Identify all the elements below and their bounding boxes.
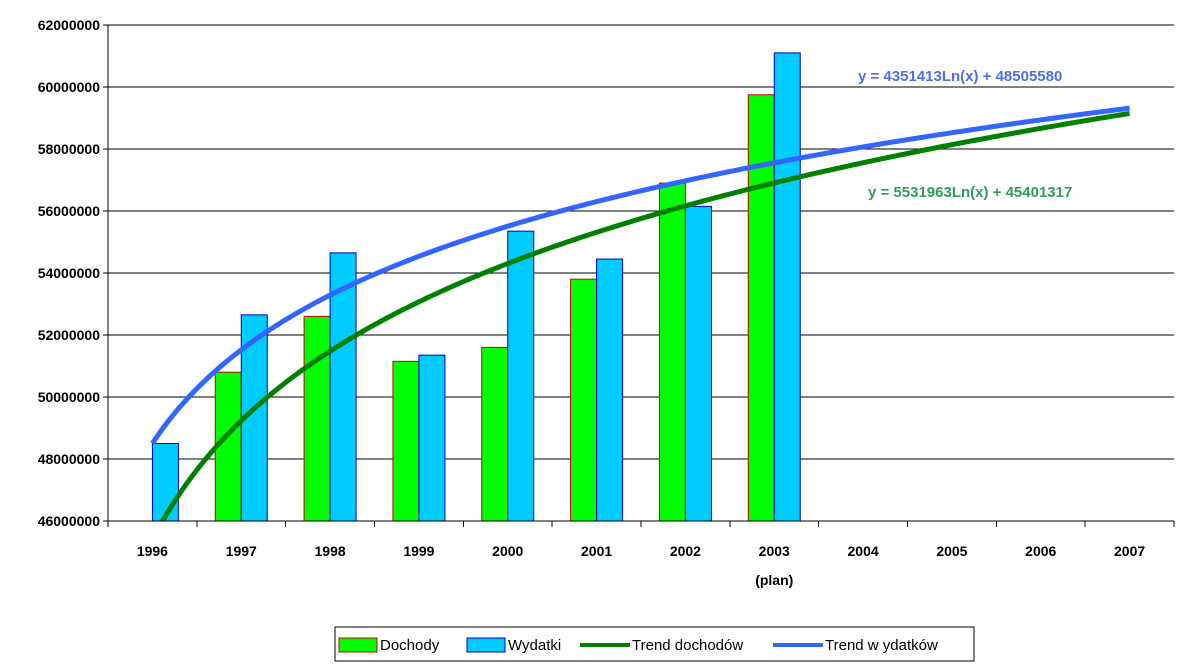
trend-equation-wydatki: y = 4351413Ln(x) + 48505580	[858, 68, 1062, 85]
x-tick-label: 2000	[492, 543, 523, 559]
bar-dochody-1999	[392, 360, 420, 522]
bar-wydatki-2000	[507, 230, 535, 522]
bar-wydatki-1999	[418, 354, 446, 522]
y-tick-label: 56000000	[38, 203, 101, 219]
bar-wydatki-2003	[773, 52, 801, 522]
y-tick-label: 48000000	[38, 451, 101, 467]
y-tick-label: 52000000	[38, 327, 101, 343]
x-tick-label: 1999	[403, 543, 434, 559]
bar-dochody-1998	[303, 315, 331, 522]
x-tick-label: 2006	[1025, 543, 1056, 559]
bars	[151, 52, 801, 522]
bar-wydatki-2001	[596, 258, 624, 522]
x-tick-label: 1998	[315, 543, 346, 559]
legend: Dochody Wydatki Trend dochodów Trend w y…	[334, 626, 975, 662]
legend-label-trend-wydatkow: Trend w ydatków	[825, 637, 938, 654]
x-tick-label: 2003	[759, 543, 790, 559]
legend-swatch-dochody	[338, 637, 378, 653]
bar-dochody-2001	[570, 278, 598, 522]
bar-dochody-2000	[481, 346, 509, 522]
legend-box	[334, 626, 975, 662]
bar-dochody-2003	[747, 94, 775, 522]
x-tick-label: 1997	[226, 543, 257, 559]
legend-label-dochody: Dochody	[380, 637, 440, 654]
trendlines	[150, 105, 1130, 521]
legend-label-trend-dochodow: Trend dochodów	[632, 637, 743, 654]
x-tick-label: 1996	[137, 543, 168, 559]
y-tick-label: 50000000	[38, 389, 101, 405]
x-tick-label: 2007	[1114, 543, 1145, 559]
x-tick-label: 2002	[670, 543, 701, 559]
axes	[103, 24, 1175, 527]
x-tick-label: 2005	[936, 543, 967, 559]
bar-dochody-2002	[658, 182, 686, 522]
x-tick-labels: 1996 1997 1998 1999 2000 2001 2002 2003 (plan) 20…	[137, 543, 1146, 588]
legend-swatch-wydatki	[466, 637, 506, 653]
bar-wydatki-1996	[151, 443, 179, 522]
y-tick-label: 62000000	[38, 17, 101, 33]
bar-wydatki-2002	[684, 205, 712, 522]
x-tick-label: 2004	[848, 543, 879, 559]
trend-equation-dochody: y = 5531963Ln(x) + 45401317	[868, 184, 1072, 201]
trendline-dochodow	[159, 110, 1130, 521]
x-tick-label: 2001	[581, 543, 612, 559]
x-tick-sublabel: (plan)	[755, 572, 793, 588]
y-tick-labels: 46000000 48000000 50000000 52000000 54000000…	[38, 17, 101, 529]
y-tick-label: 46000000	[38, 513, 101, 529]
trendline-wydatkow	[150, 105, 1130, 445]
y-tick-label: 60000000	[38, 79, 101, 95]
legend-label-wydatki: Wydatki	[508, 637, 561, 654]
y-tick-label: 54000000	[38, 265, 101, 281]
y-tick-label: 58000000	[38, 141, 101, 157]
gridlines	[108, 24, 1174, 522]
